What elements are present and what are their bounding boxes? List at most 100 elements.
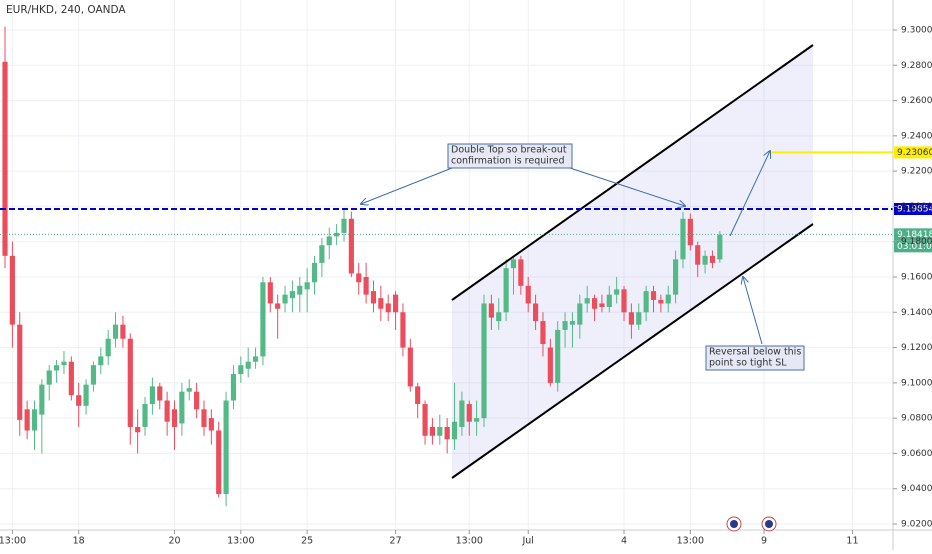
candle-body [591, 298, 598, 309]
x-tick-label: 11 [846, 536, 858, 547]
candle-body [658, 299, 664, 304]
candle-body [385, 303, 391, 313]
candle-body [245, 361, 251, 369]
candle-body [2, 61, 8, 256]
candle-body [709, 255, 716, 263]
y-tick-label: 9.30000 [901, 25, 932, 35]
y-tick-label: 9.06000 [901, 449, 932, 459]
channel-lower [451, 223, 814, 479]
candle-body [135, 426, 141, 433]
x-tick-label: 20 [168, 536, 180, 547]
candle-body [370, 291, 377, 304]
levels: 9.19854 9.23060 9.18418 03:01:01 [0, 146, 932, 253]
candles [2, 26, 723, 507]
candle-body [83, 384, 89, 406]
candle-body [717, 234, 723, 260]
arrow [361, 167, 453, 204]
candle-body [208, 418, 214, 431]
candle-body [186, 388, 192, 392]
candle-body [400, 312, 406, 348]
candle-body [98, 356, 104, 366]
candle-body [555, 329, 561, 383]
candle-body [614, 289, 620, 295]
candle-body [577, 303, 583, 325]
x-tick-label: 27 [390, 536, 402, 547]
candle-body [695, 245, 701, 265]
x-tick-label: 13:00 [0, 536, 26, 547]
candle-body [650, 291, 657, 300]
candle-body [415, 386, 421, 405]
candle-body [164, 400, 170, 422]
candle-body [238, 365, 244, 375]
candle-body [9, 255, 15, 325]
countdown: 03:01:01 [897, 242, 932, 252]
candle-body [297, 285, 303, 295]
candle-body [673, 259, 679, 295]
candle-body [282, 294, 288, 304]
candle-body [179, 391, 185, 424]
annotation-box: Reversal below this point so tight SL [705, 345, 805, 371]
candle-body [341, 218, 347, 233]
arrow [569, 167, 685, 206]
candle-body [599, 303, 605, 307]
candle-body [311, 262, 318, 283]
candle-body [518, 259, 524, 286]
x-tick-label: Jul [521, 536, 533, 547]
x-tick-label: 18 [73, 536, 85, 547]
candle-body [252, 356, 259, 362]
candle-body [194, 391, 200, 410]
event-icon-dot [730, 520, 738, 528]
channel-upper [451, 44, 814, 301]
y-tick-label: 9.12000 [901, 343, 932, 353]
candle-body [120, 324, 126, 339]
candle-body [275, 303, 281, 309]
candle-body [422, 404, 428, 436]
candle-body [304, 282, 310, 290]
candle-body [326, 236, 332, 246]
candle-body [510, 259, 517, 269]
candle-body [112, 324, 119, 339]
candle-body [680, 218, 686, 260]
candle-body [392, 294, 399, 313]
candle-body [569, 321, 576, 325]
y-tick-label: 9.20000 [901, 202, 932, 212]
y-tick-label: 9.16000 [901, 272, 932, 282]
price-level-label: 9.18418 [897, 230, 932, 240]
y-tick-label: 9.28000 [901, 61, 932, 71]
candle-body [39, 384, 45, 415]
candle-body [481, 303, 487, 419]
candle-body [636, 312, 642, 325]
candle-body [61, 361, 67, 366]
candle-body [127, 338, 133, 427]
candle-body [584, 298, 590, 304]
candle-body [363, 276, 369, 295]
candle-body [687, 218, 693, 246]
candle-body [76, 395, 82, 406]
candle-body [621, 289, 627, 313]
candle-body [459, 400, 465, 427]
candle-body [540, 321, 546, 345]
candle-body [216, 430, 222, 495]
annotation-frame [447, 143, 573, 169]
candle-body [171, 409, 178, 427]
candle-body [407, 347, 413, 387]
candle-body [378, 298, 384, 309]
candle-body [260, 282, 266, 357]
price-level-label: 9.19854 [897, 205, 932, 215]
y-tick-label: 9.10000 [901, 378, 932, 388]
candle-body [348, 218, 354, 274]
candle-body [496, 312, 502, 322]
chart-title: EUR/HKD, 240, OANDA [6, 4, 126, 16]
arrow [729, 151, 770, 237]
candle-body [157, 386, 163, 401]
candle-body [503, 268, 509, 313]
price-level-label: 9.23060 [897, 148, 932, 158]
annotation-frame [705, 345, 805, 371]
candle-body [562, 321, 568, 330]
price-level-badge [894, 228, 932, 241]
price-level-badge [894, 203, 932, 216]
candle-body [488, 303, 494, 318]
arrow [743, 277, 763, 345]
